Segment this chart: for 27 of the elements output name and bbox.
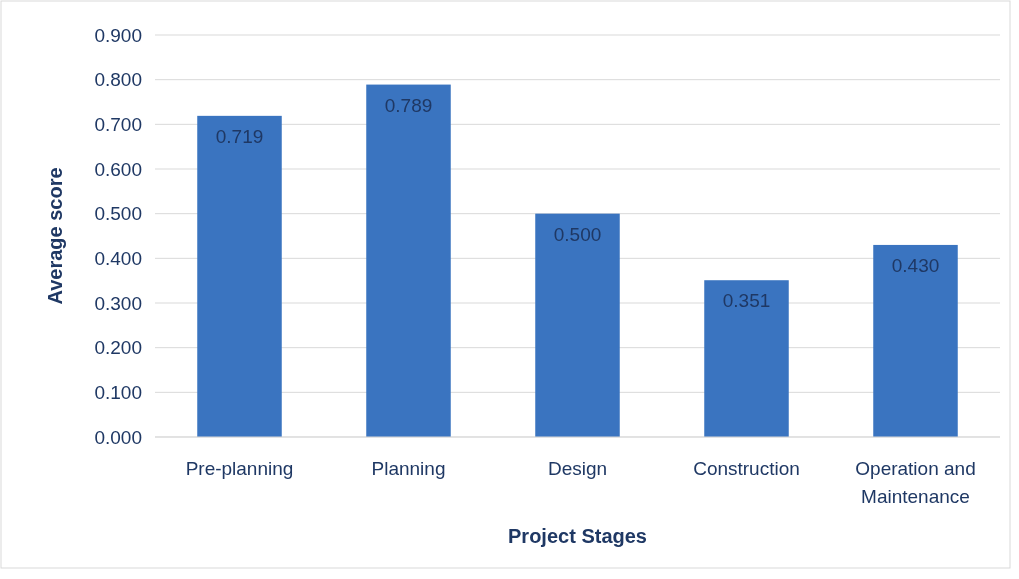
x-tick-label: Planning	[371, 458, 446, 479]
data-label: 0.430	[891, 254, 940, 276]
x-axis-title: Project Stages	[508, 525, 647, 547]
bar	[535, 213, 620, 437]
bar	[704, 280, 789, 437]
y-tick-label: 0.800	[94, 69, 142, 91]
y-tick-label: 0.600	[94, 158, 142, 180]
y-tick-label: 0.000	[94, 426, 142, 448]
data-label: 0.500	[553, 223, 602, 245]
y-tick-label: 0.200	[94, 337, 142, 359]
data-label: 0.719	[215, 125, 264, 147]
data-label: 0.789	[384, 94, 433, 116]
x-tick-label: Design	[547, 458, 608, 479]
y-tick-label: 0.100	[94, 381, 142, 403]
bar	[873, 244, 958, 437]
bar	[366, 84, 451, 437]
x-tick-label: Pre-planning	[185, 458, 294, 479]
y-tick-label: 0.900	[94, 24, 142, 46]
bar	[197, 115, 282, 437]
y-tick-label: 0.700	[94, 113, 142, 135]
x-tick-label: Operation and Maintenance	[855, 458, 976, 507]
data-label: 0.351	[722, 290, 771, 312]
x-tick-label: Construction	[693, 458, 800, 479]
y-tick-label: 0.300	[94, 292, 142, 314]
y-tick-label: 0.400	[94, 247, 142, 269]
y-tick-label: 0.500	[94, 203, 142, 225]
y-axis-title: Average score	[44, 167, 66, 305]
